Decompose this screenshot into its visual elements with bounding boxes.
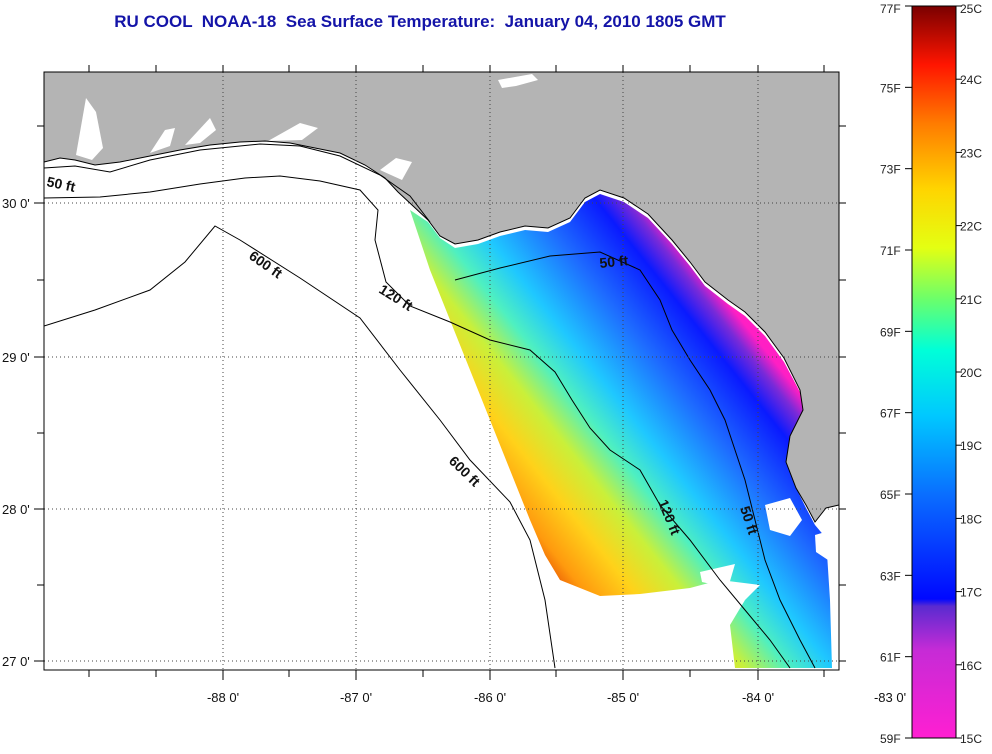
colorbar-celsius-label: 16C [960,659,982,673]
frame-ticks [34,65,846,680]
colorbar-celsius-label: 21C [960,293,982,307]
lon-label: -87 0' [340,690,372,705]
colorbar-labels: 77F 75F 73F 71F 69F 67F 65F 63F 61F 59F 25C 24C 23C 2… [880,2,982,746]
colorbar-fahrenheit-label: 73F [880,163,901,177]
colorbar-fahrenheit-label: 69F [880,325,901,339]
lat-label: 27 0' [2,654,30,669]
colorbar-fahrenheit-label: 59F [880,732,901,746]
land-mass [44,72,839,522]
no-data-patch [765,498,802,536]
colorbar-celsius-label: 18C [960,512,982,526]
lake [498,74,538,88]
colorbar-fahrenheit-label: 75F [880,81,901,95]
bay [380,158,412,180]
lon-label: -83 0' [874,690,906,705]
contour-label: 50 ft [599,252,630,271]
bay [76,98,103,160]
colorbar-fahrenheit-label: 61F [880,651,901,665]
contour-600ft [44,225,556,669]
colorbar-fahrenheit-label: 71F [880,244,901,258]
colorbar-fahrenheit-label: 63F [880,569,901,583]
lat-label: 29 0' [2,350,30,365]
lon-label: -85 0' [607,690,639,705]
colorbar-fahrenheit-label: 65F [880,488,901,502]
lat-label: 28 0' [2,502,30,517]
map-title: RU COOL NOAA-18 Sea Surface Temperature:… [114,12,726,31]
colorbar-fahrenheit-label: 77F [880,2,901,16]
graticule [44,72,839,670]
colorbar-celsius-label: 19C [960,439,982,453]
lat-label: 30 0' [2,196,30,211]
colorbar-celsius-label: 24C [960,73,982,87]
bay [185,118,216,145]
colorbar-celsius-label: 15C [960,732,982,746]
colorbar-ticks [905,5,962,739]
colorbar-fahrenheit-label: 67F [880,407,901,421]
lon-label: -84 0' [742,690,774,705]
contour-50ft-se [454,251,816,669]
bay [150,128,175,153]
lon-label: -88 0' [207,690,239,705]
sst-swath [410,194,832,668]
colorbar-celsius-label: 23C [960,146,982,160]
colorbar-celsius-label: 22C [960,220,982,234]
colorbar [911,5,957,739]
bay [268,123,318,141]
contour-50ft-nw [44,143,431,223]
lon-label: -86 0' [474,690,506,705]
colorbar-celsius-label: 25C [960,2,982,16]
contour-120ft [44,175,791,669]
colorbar-celsius-label: 20C [960,366,982,380]
coastline [44,140,839,523]
no-data-patch [815,530,832,560]
contour-label: 50 ft [45,173,77,195]
colorbar-celsius-label: 17C [960,586,982,600]
